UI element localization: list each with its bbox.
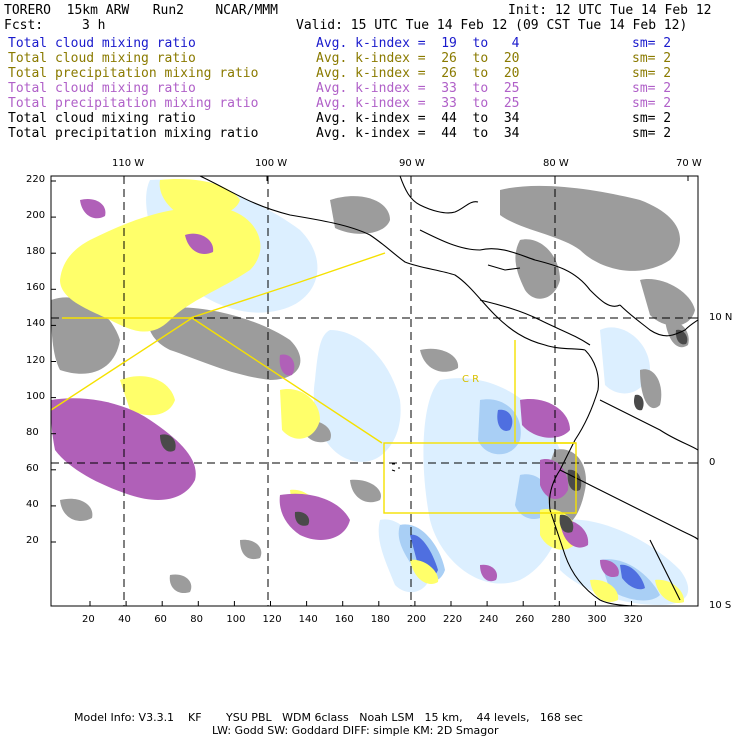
grid-x-label: 80 bbox=[190, 614, 204, 625]
legend-index: Avg. k-index = 33 to 25 bbox=[316, 96, 520, 111]
init-time: Init: 12 UTC Tue 14 Feb 12 bbox=[508, 3, 712, 18]
grid-y-label: 200 bbox=[26, 210, 46, 222]
legend-index: Avg. k-index = 44 to 34 bbox=[316, 111, 520, 126]
grid-y-label: 180 bbox=[26, 246, 46, 258]
longitude-label: 80 W bbox=[543, 158, 569, 169]
grid-x-label: 120 bbox=[262, 614, 282, 625]
model-info-line: Model Info: V3.3.1 KF YSU PBL WDM 6class… bbox=[74, 711, 583, 724]
map-frame bbox=[50, 175, 699, 607]
grid-x-label: 40 bbox=[118, 614, 131, 625]
legend-index: Avg. k-index = 44 to 34 bbox=[316, 126, 520, 141]
grid-x-label: 260 bbox=[515, 614, 535, 625]
model-title: TORERO 15km ARW Run2 NCAR/MMM bbox=[4, 3, 278, 18]
legend-smoothing: sm= 2 bbox=[632, 81, 672, 96]
legend-field: Total cloud mixing ratio bbox=[8, 81, 196, 96]
legend-smoothing: sm= 2 bbox=[632, 126, 672, 141]
grid-x-label: 300 bbox=[587, 614, 607, 625]
legend-index: Avg. k-index = 19 to 4 bbox=[316, 36, 520, 51]
grid-y-label: 80 bbox=[26, 426, 39, 438]
longitude-label: 100 W bbox=[255, 158, 288, 169]
legend-field: Total precipitation mixing ratio bbox=[8, 66, 259, 81]
longitude-label: 70 W bbox=[676, 158, 702, 169]
coastlines bbox=[199, 176, 698, 606]
country-label-costa-rica: C R bbox=[462, 374, 480, 385]
grid-y-label: 60 bbox=[26, 462, 39, 474]
grid-y-label: 220 bbox=[26, 174, 46, 185]
valid-time: Valid: 15 UTC Tue 14 Feb 12 (09 CST Tue … bbox=[296, 18, 688, 33]
grid-x-label: 160 bbox=[334, 614, 354, 625]
legend-index: Avg. k-index = 26 to 20 bbox=[316, 51, 520, 66]
blue-field bbox=[410, 409, 645, 590]
legend-field: Total cloud mixing ratio bbox=[8, 51, 196, 66]
grid-x-label: 280 bbox=[551, 614, 571, 625]
violet-precip-field bbox=[51, 198, 619, 582]
legend-field: Total precipitation mixing ratio bbox=[8, 126, 259, 141]
grid-x-label: 60 bbox=[154, 614, 167, 625]
grid-x-label: 240 bbox=[479, 614, 499, 625]
grid-y-label: 140 bbox=[26, 318, 46, 330]
legend-field: Total cloud mixing ratio bbox=[8, 111, 196, 126]
legend-smoothing: sm= 2 bbox=[632, 36, 672, 51]
legend-smoothing: sm= 2 bbox=[632, 66, 672, 81]
latitude-label: 0 bbox=[709, 457, 716, 468]
grid-x-label: 20 bbox=[82, 614, 95, 625]
grid-x-label: 200 bbox=[406, 614, 426, 625]
grid-x-label: 180 bbox=[370, 614, 390, 625]
legend-smoothing: sm= 2 bbox=[632, 96, 672, 111]
grid-y-label: 120 bbox=[26, 354, 46, 366]
grid-x-label: 140 bbox=[298, 614, 318, 625]
axis-ticks bbox=[51, 176, 698, 607]
grid-x-label: 220 bbox=[443, 614, 463, 625]
grid-y-label: 40 bbox=[26, 498, 39, 510]
physics-info-line: LW: Godd SW: Goddard DIFF: simple KM: 2D… bbox=[212, 724, 499, 737]
longitude-label: 110 W bbox=[112, 158, 145, 169]
longitude-label: 90 W bbox=[399, 158, 425, 169]
legend-field: Total cloud mixing ratio bbox=[8, 36, 196, 51]
legend-index: Avg. k-index = 26 to 20 bbox=[316, 66, 520, 81]
legend-field: Total precipitation mixing ratio bbox=[8, 96, 259, 111]
latitude-label: 10 S bbox=[709, 600, 732, 611]
grid-y-label: 100 bbox=[26, 390, 46, 402]
grid-y-label: 20 bbox=[26, 535, 39, 546]
grid-x-label: 100 bbox=[226, 614, 246, 625]
grid-y-label: 160 bbox=[26, 282, 46, 294]
legend-smoothing: sm= 2 bbox=[632, 111, 672, 126]
latitude-label: 10 N bbox=[709, 312, 733, 323]
forecast-value: 3 h bbox=[82, 18, 106, 33]
analysis-boxes bbox=[51, 252, 577, 514]
legend-index: Avg. k-index = 33 to 25 bbox=[316, 81, 520, 96]
grid-x-label: 320 bbox=[623, 614, 643, 625]
legend-smoothing: sm= 2 bbox=[632, 51, 672, 66]
forecast-label: Fcst: bbox=[4, 18, 44, 33]
